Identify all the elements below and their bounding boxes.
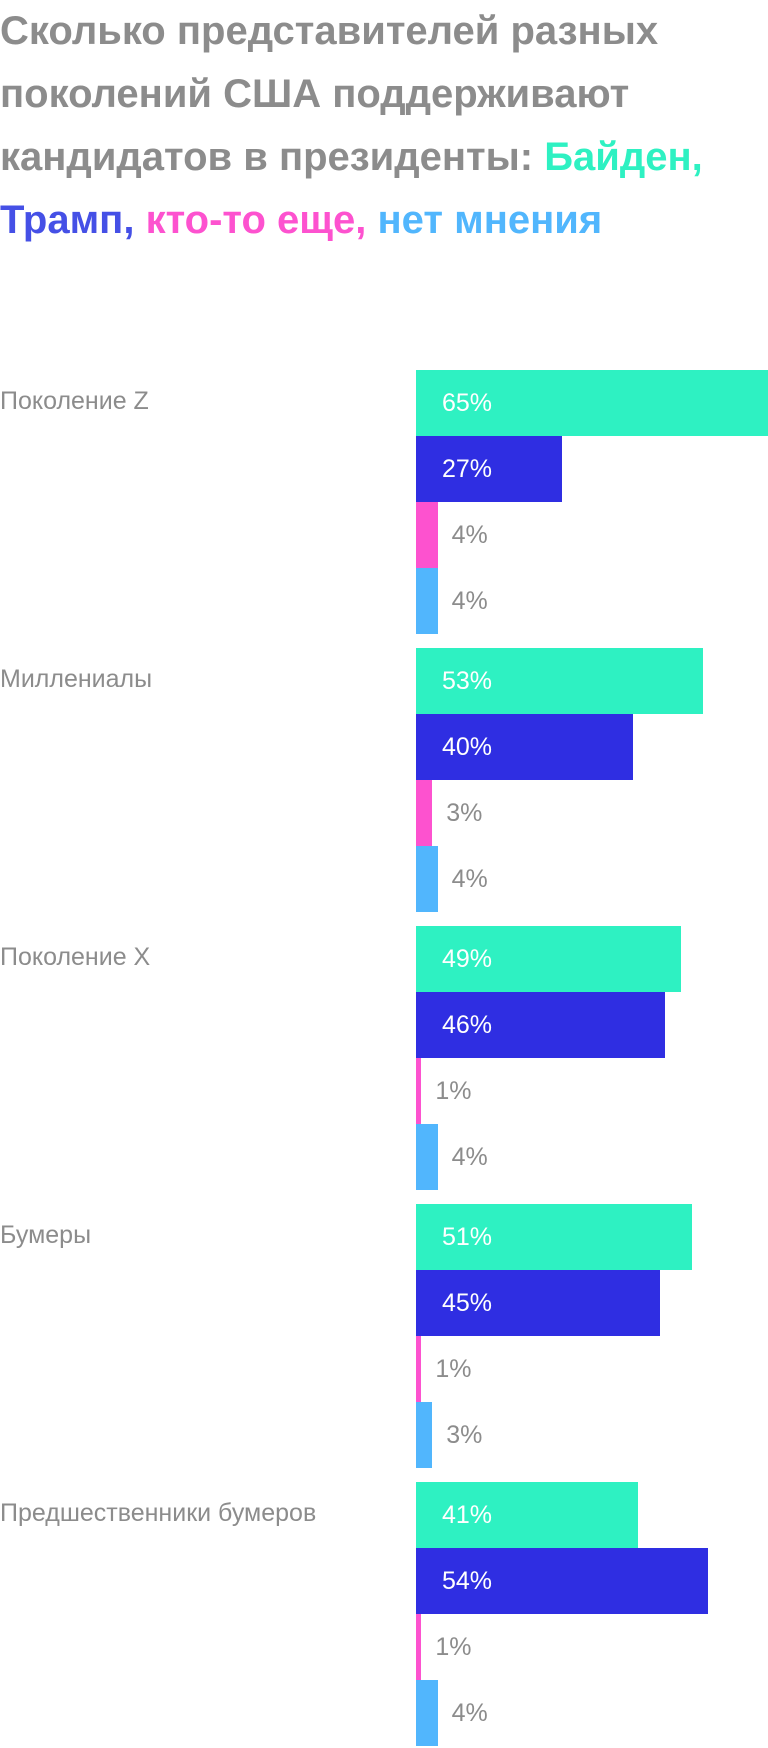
legend-other: кто-то еще, [145,198,367,242]
data-label: 3% [446,799,483,827]
data-label: 3% [446,1421,483,1449]
data-label: 1% [435,1077,472,1105]
bar-байден [416,370,768,436]
data-label: 4% [451,587,488,615]
data-label: 54% [442,1567,493,1595]
category-label: Поколение Z [0,387,149,415]
bar-нет-мнения [416,1402,433,1468]
bar-кто-то-еще [416,1336,422,1402]
legend-none: нет мнения [377,198,603,242]
data-label: 53% [442,667,493,695]
bar-кто-то-еще [416,780,433,846]
data-label: 27% [442,455,493,483]
bar-трамп [416,436,563,502]
data-label: 51% [442,1223,493,1251]
bar-байден [416,1204,693,1270]
bar-кто-то-еще [416,502,438,568]
legend-biden: Байден, [544,135,703,179]
chart-title: Сколько представителей разных поколений … [0,0,760,252]
bar-нет-мнения [416,846,438,912]
legend-trump: Трамп, [0,198,135,242]
bar-трамп [416,992,666,1058]
bar-кто-то-еще [416,1614,422,1680]
bar-трамп [416,1270,660,1336]
data-label: 1% [435,1355,472,1383]
category-label: Предшественники бумеров [0,1499,317,1527]
bar-нет-мнения [416,1124,438,1190]
data-label: 40% [442,733,493,761]
bar-байден [416,648,703,714]
bar-нет-мнения [416,568,438,634]
bar-кто-то-еще [416,1058,422,1124]
data-label: 41% [442,1501,493,1529]
data-label: 49% [442,945,493,973]
data-label: 4% [451,865,488,893]
data-label: 4% [451,1143,488,1171]
bar-трамп [416,1548,709,1614]
data-label: 4% [451,521,488,549]
data-label: 4% [451,1699,488,1727]
category-label: Миллениалы [0,665,153,693]
data-label: 65% [442,389,493,417]
data-label: 46% [442,1011,493,1039]
bar-трамп [416,714,633,780]
bar-байден [416,926,682,992]
data-label: 45% [442,1289,493,1317]
category-label: Поколение X [0,943,151,971]
data-label: 1% [435,1633,472,1661]
bar-нет-мнения [416,1680,438,1746]
bar-байден [416,1482,639,1548]
category-label: Бумеры [0,1221,92,1249]
title-prefix: Сколько представителей разных поколений … [0,9,659,179]
